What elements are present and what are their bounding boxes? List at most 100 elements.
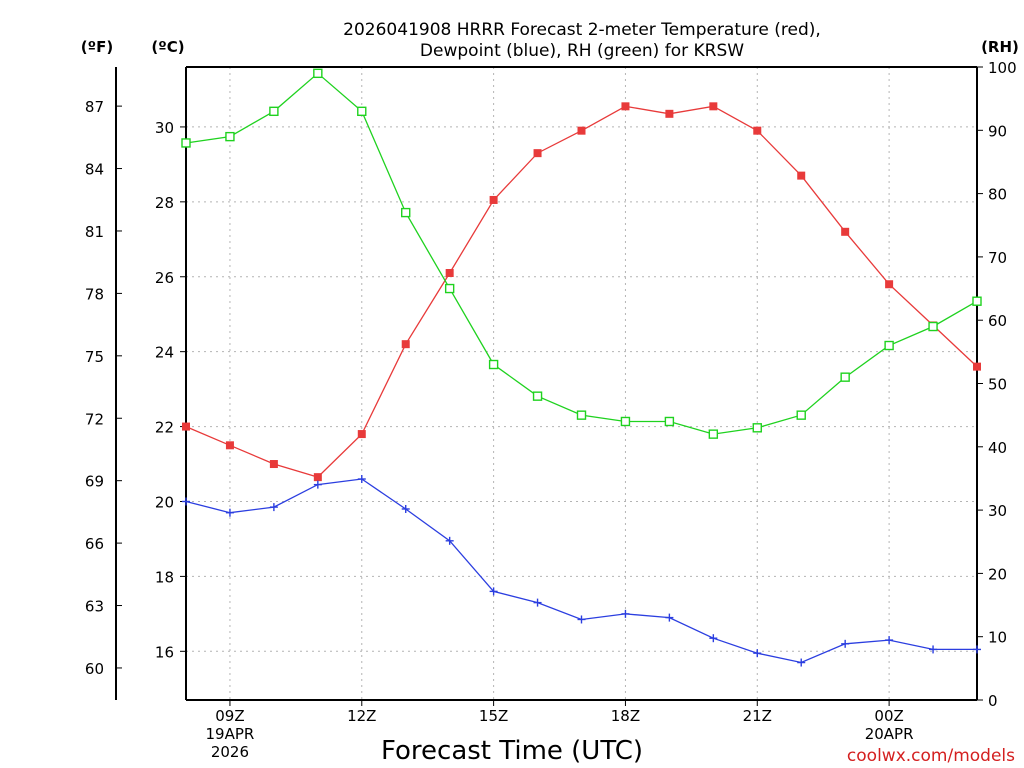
data-series xyxy=(181,68,982,667)
data-point xyxy=(357,430,366,439)
data-point xyxy=(929,645,938,654)
rh-tick-label: 60 xyxy=(988,312,1007,330)
x-tick-label: 09Z xyxy=(215,707,244,725)
data-point xyxy=(269,460,278,469)
data-point xyxy=(709,634,718,643)
x-tick-label: 20APR xyxy=(865,725,914,743)
rh-tick-label: 80 xyxy=(988,186,1007,204)
fahrenheit-tick-label: 69 xyxy=(85,473,104,491)
celsius-tick-label: 30 xyxy=(155,119,174,137)
data-point xyxy=(884,340,894,351)
grid-lines xyxy=(186,67,977,700)
chart-title: 2026041908 HRRR Forecast 2-meter Tempera… xyxy=(343,20,821,61)
data-point xyxy=(973,645,981,654)
data-point xyxy=(313,68,323,79)
data-point xyxy=(665,613,674,622)
data-point xyxy=(797,171,806,180)
data-point xyxy=(664,416,675,427)
data-point xyxy=(885,280,894,289)
data-point xyxy=(972,296,982,306)
data-point xyxy=(181,138,191,148)
fahrenheit-unit-label: (ºF) xyxy=(81,38,113,56)
series-rh xyxy=(181,68,982,439)
axes xyxy=(115,66,983,706)
chart-title-line-1: 2026041908 HRRR Forecast 2-meter Tempera… xyxy=(343,20,821,40)
data-point xyxy=(269,106,279,117)
fahrenheit-tick-label: 66 xyxy=(85,535,104,553)
data-point xyxy=(401,207,411,218)
tick-labels: 16 18 20 22 24 26 28 30 60 63 66 69 72 75 78 81 84 87 0 10 2… xyxy=(85,59,1017,761)
celsius-tick-label: 20 xyxy=(155,493,174,511)
data-point xyxy=(709,102,718,111)
data-point xyxy=(225,441,234,450)
data-point xyxy=(533,598,542,607)
data-point xyxy=(313,480,322,489)
data-point xyxy=(357,106,367,117)
data-point xyxy=(753,649,762,658)
rh-tick-label: 50 xyxy=(988,376,1007,394)
data-point xyxy=(269,503,278,512)
data-point xyxy=(928,321,938,332)
data-point xyxy=(621,609,630,618)
rh-tick-label: 10 xyxy=(988,629,1007,647)
data-point xyxy=(445,269,454,278)
rh-tick-label: 40 xyxy=(988,439,1007,457)
data-point xyxy=(885,636,894,645)
data-point xyxy=(752,423,762,433)
x-tick-label: 00Z xyxy=(874,707,903,725)
data-point xyxy=(841,227,850,236)
fahrenheit-tick-label: 75 xyxy=(85,348,104,366)
data-point xyxy=(357,475,366,484)
data-point xyxy=(313,473,322,482)
data-point xyxy=(445,536,454,545)
data-point xyxy=(840,372,850,382)
data-point xyxy=(708,429,719,439)
rh-tick-label: 30 xyxy=(988,502,1007,520)
x-axis-title: Forecast Time (UTC) xyxy=(381,736,643,766)
data-point xyxy=(182,497,190,506)
data-point xyxy=(444,283,455,294)
data-point xyxy=(532,391,543,401)
data-point xyxy=(841,639,850,648)
celsius-tick-label: 18 xyxy=(155,568,174,586)
celsius-unit-label: (ºC) xyxy=(151,38,184,56)
data-point xyxy=(577,615,586,624)
rh-tick-label: 20 xyxy=(988,565,1007,583)
data-point xyxy=(797,658,806,667)
celsius-tick-label: 22 xyxy=(155,419,174,437)
data-point xyxy=(225,508,234,517)
data-point xyxy=(753,126,762,135)
fahrenheit-tick-label: 81 xyxy=(85,223,104,241)
x-tick-label: 19APR xyxy=(206,725,255,743)
fahrenheit-tick-label: 87 xyxy=(85,98,104,116)
credit-label: coolwx.com/models xyxy=(847,746,1015,766)
x-tick-label: 2026 xyxy=(211,743,249,761)
rh-tick-label: 0 xyxy=(988,692,998,710)
rh-unit-label: (RH) xyxy=(981,38,1019,56)
data-point xyxy=(488,359,499,370)
celsius-tick-label: 28 xyxy=(155,194,174,212)
fahrenheit-tick-label: 63 xyxy=(85,598,104,616)
data-point xyxy=(401,340,410,349)
data-point xyxy=(577,126,586,135)
data-point xyxy=(973,362,981,371)
data-point xyxy=(621,102,630,111)
x-tick-label: 12Z xyxy=(347,707,376,725)
celsius-tick-label: 26 xyxy=(155,269,174,287)
celsius-tick-label: 24 xyxy=(155,344,174,362)
data-point xyxy=(533,149,542,158)
celsius-tick-label: 16 xyxy=(155,643,174,661)
chart-title-line-2: Dewpoint (blue), RH (green) for KRSW xyxy=(420,41,744,61)
x-tick-label: 15Z xyxy=(479,707,508,725)
x-tick-label: 21Z xyxy=(743,707,772,725)
data-point xyxy=(401,504,410,513)
series-dewpoint xyxy=(182,475,981,667)
data-point xyxy=(620,416,631,427)
series-line xyxy=(185,105,978,478)
fahrenheit-tick-label: 78 xyxy=(85,285,104,303)
data-point xyxy=(576,410,587,420)
rh-tick-label: 70 xyxy=(988,249,1007,267)
fahrenheit-tick-label: 60 xyxy=(85,660,104,678)
x-tick-label: 18Z xyxy=(611,707,640,725)
